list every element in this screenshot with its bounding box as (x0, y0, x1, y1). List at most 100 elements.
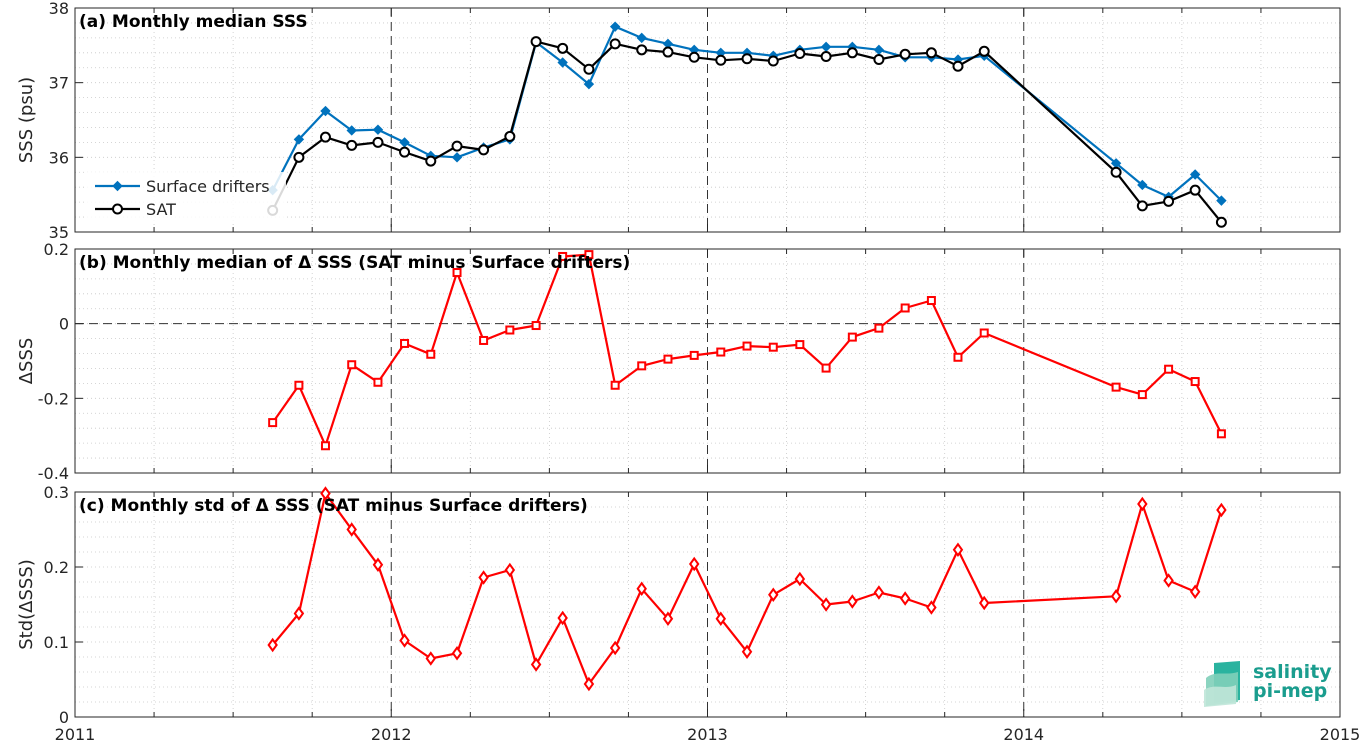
panel-c: 0 0.1 0.2 0.3 2011 2012 2013 2014 2015 Std(ΔSSS) (… (16, 483, 1360, 744)
y-tick-label: 0.2 (44, 240, 69, 259)
legend-marker-sat (112, 203, 123, 215)
data-point (530, 657, 542, 672)
data-point (583, 676, 595, 692)
data-point (1110, 166, 1122, 178)
data-point (900, 303, 910, 313)
data-point (451, 140, 463, 152)
salinity-pi-mep-logo: salinity pi-mep (1204, 661, 1332, 707)
y-tick-label: 0 (59, 708, 69, 727)
data-point (584, 250, 594, 260)
data-point (952, 60, 964, 72)
y-tick-label: 0.2 (44, 558, 69, 577)
legend: Surface drifters SAT (86, 172, 286, 222)
y-tick-label: -0.2 (38, 389, 69, 408)
data-point (636, 32, 647, 44)
panel-title-b: (b) Monthly median of Δ SSS (SAT minus S… (79, 253, 630, 273)
data-point (1215, 216, 1227, 228)
y-tick-label: 0.1 (44, 633, 69, 652)
y-tick-label: 0.3 (44, 483, 69, 502)
y-tick-label: 36 (49, 148, 69, 167)
legend-label-sat: SAT (146, 200, 176, 219)
series-a-1 (267, 36, 1227, 228)
data-point (479, 335, 489, 345)
data-point (1163, 573, 1174, 588)
data-point (715, 611, 727, 626)
data-point (636, 44, 648, 56)
y-axis-label-c: Std(ΔSSS) (16, 559, 37, 650)
data-point (1110, 589, 1122, 604)
data-point (979, 328, 989, 338)
data-point (1137, 496, 1148, 512)
data-point (320, 486, 331, 501)
panel-a: 35 36 37 38 SSS (psu) (a) Monthly median SSS (16, 0, 1341, 242)
data-point (478, 144, 490, 156)
data-point (268, 418, 278, 428)
data-point (820, 41, 832, 53)
data-point (742, 341, 752, 351)
data-point (925, 47, 937, 59)
data-point (399, 633, 410, 648)
data-point (531, 321, 541, 331)
data-point (794, 571, 806, 587)
data-point (1164, 364, 1174, 374)
data-point (716, 347, 726, 357)
data-point (452, 268, 462, 278)
logo-text-line1: salinity (1253, 661, 1332, 683)
data-point (319, 131, 331, 143)
x-tick-label: 2011 (55, 725, 96, 744)
data-point (373, 377, 383, 387)
data-point (320, 105, 331, 117)
data-point (346, 522, 357, 537)
data-point (768, 587, 779, 602)
y-tick-label: 35 (49, 223, 69, 242)
data-point (426, 349, 436, 359)
data-point (1189, 169, 1201, 180)
y-axis-label-b: ΔSSS (16, 338, 37, 385)
data-point (795, 340, 805, 350)
data-point (741, 644, 753, 659)
data-point (953, 352, 963, 362)
data-point (610, 380, 620, 390)
data-point (1189, 584, 1201, 599)
grid-c (75, 492, 1340, 717)
data-point (1137, 179, 1148, 191)
data-point (874, 323, 884, 333)
data-point (1137, 390, 1147, 400)
data-point (505, 325, 515, 335)
data-point (347, 360, 357, 370)
data-point (662, 611, 674, 626)
data-point (1163, 195, 1175, 207)
series-c-0 (267, 486, 1227, 692)
data-point (820, 51, 832, 63)
y-axis-label-a: SSS (psu) (16, 77, 37, 163)
x-tick-label: 2014 (1003, 725, 1044, 744)
data-point (425, 651, 437, 666)
data-point (504, 130, 516, 142)
data-point (1189, 184, 1201, 196)
data-point (820, 597, 832, 612)
data-point (372, 136, 384, 148)
series-a-0 (267, 21, 1227, 206)
data-point (1111, 382, 1121, 392)
data-point (1216, 502, 1227, 518)
legend-marker-surface-drifters (112, 180, 123, 192)
data-point (873, 585, 885, 600)
data-point (372, 124, 384, 135)
data-point (609, 640, 621, 656)
data-point (688, 51, 700, 63)
data-point (1190, 377, 1200, 387)
data-point (637, 361, 647, 371)
y-tick-label: 38 (49, 0, 69, 18)
logo-text-line2: pi-mep (1253, 680, 1327, 702)
data-point (636, 581, 647, 596)
grid-b (75, 249, 1340, 473)
grid-a (75, 8, 1340, 232)
data-point (663, 354, 673, 364)
data-point (952, 542, 964, 557)
data-point (662, 46, 674, 58)
data-point (978, 45, 990, 57)
data-point (609, 21, 621, 32)
data-point (372, 557, 384, 572)
data-point (926, 600, 937, 615)
data-point (557, 57, 568, 68)
